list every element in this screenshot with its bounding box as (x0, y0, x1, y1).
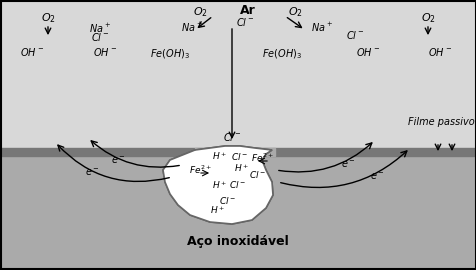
Text: $Na^+$: $Na^+$ (310, 21, 332, 33)
Text: Aço inoxidável: Aço inoxidável (187, 235, 288, 248)
Text: $H^+$: $H^+$ (210, 204, 225, 216)
Text: $O_2$: $O_2$ (40, 11, 55, 25)
Bar (195, 148, 275, 156)
Text: $O_2$: $O_2$ (420, 11, 435, 25)
Text: Ar: Ar (239, 4, 255, 16)
Text: $OH^-$: $OH^-$ (355, 46, 379, 58)
Text: $O_2$: $O_2$ (192, 5, 207, 19)
PathPatch shape (163, 146, 272, 224)
Text: $e^-$: $e^-$ (110, 154, 125, 166)
Text: $Fe^{2+}$: $Fe^{2+}$ (188, 164, 211, 176)
Text: $Cl^-$: $Cl^-$ (231, 150, 248, 161)
Text: $Cl^-$: $Cl^-$ (249, 168, 266, 180)
Text: $Cl^-$: $Cl^-$ (235, 16, 254, 28)
Text: $Fe^{2+}$: $Fe^{2+}$ (250, 152, 273, 164)
Text: $OH^-$: $OH^-$ (20, 46, 44, 58)
Text: $H^+$: $H^+$ (234, 162, 249, 174)
Text: $Cl^-$: $Cl^-$ (222, 131, 241, 143)
Text: $e^-$: $e^-$ (84, 167, 99, 178)
Text: $O_2$: $O_2$ (287, 5, 302, 19)
Text: $H^+$: $H^+$ (212, 179, 227, 191)
Text: $Cl^-$: $Cl^-$ (229, 180, 246, 191)
Bar (0, 0, 476, 152)
Bar (0, 148, 476, 156)
Text: $Cl^-$: $Cl^-$ (345, 29, 364, 41)
Text: Filme passivo: Filme passivo (407, 117, 474, 127)
Text: $Cl^-$: $Cl^-$ (219, 194, 236, 205)
Text: $OH^-$: $OH^-$ (427, 46, 451, 58)
Text: $Fe(OH)_3$: $Fe(OH)_3$ (149, 47, 189, 61)
Text: $OH^-$: $OH^-$ (93, 46, 117, 58)
Bar (0, 152, 476, 270)
Text: $Fe(OH)_3$: $Fe(OH)_3$ (261, 47, 301, 61)
Text: $Na^+$: $Na^+$ (181, 21, 203, 33)
PathPatch shape (163, 146, 272, 224)
Text: $e^-$: $e^-$ (369, 171, 384, 183)
Text: $H^+$: $H^+$ (212, 150, 227, 162)
Text: $Na^+$: $Na^+$ (89, 21, 111, 35)
Text: $e^-$: $e^-$ (340, 160, 355, 170)
Text: $Cl^-$: $Cl^-$ (90, 31, 109, 43)
